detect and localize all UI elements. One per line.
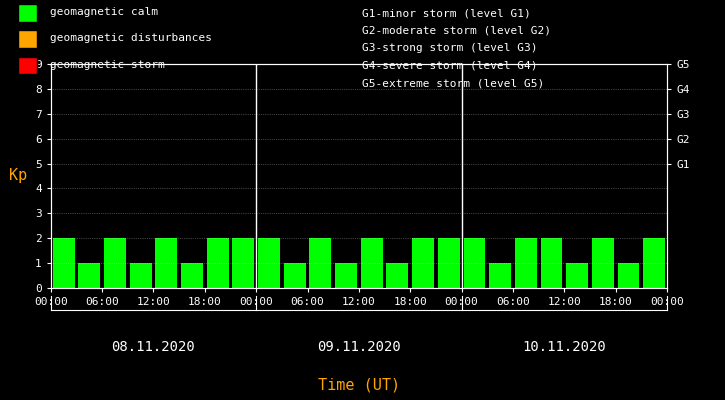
Bar bbox=[515, 238, 536, 288]
Bar bbox=[618, 263, 639, 288]
Text: 10.11.2020: 10.11.2020 bbox=[523, 340, 606, 354]
Bar bbox=[335, 263, 357, 288]
Bar bbox=[386, 263, 408, 288]
Text: G1-minor storm (level G1): G1-minor storm (level G1) bbox=[362, 8, 531, 18]
Text: 09.11.2020: 09.11.2020 bbox=[317, 340, 401, 354]
Bar bbox=[130, 263, 152, 288]
Bar bbox=[181, 263, 203, 288]
Text: G4-severe storm (level G4): G4-severe storm (level G4) bbox=[362, 61, 538, 71]
Bar bbox=[207, 238, 228, 288]
Text: 08.11.2020: 08.11.2020 bbox=[112, 340, 195, 354]
Bar bbox=[283, 263, 306, 288]
Bar bbox=[104, 238, 126, 288]
Bar bbox=[78, 263, 100, 288]
Bar bbox=[233, 238, 254, 288]
Bar bbox=[438, 238, 460, 288]
Text: geomagnetic disturbances: geomagnetic disturbances bbox=[50, 33, 212, 43]
FancyBboxPatch shape bbox=[17, 57, 38, 74]
Text: G3-strong storm (level G3): G3-strong storm (level G3) bbox=[362, 43, 538, 53]
Bar bbox=[592, 238, 614, 288]
Text: geomagnetic storm: geomagnetic storm bbox=[50, 60, 165, 70]
Bar bbox=[361, 238, 383, 288]
Text: G2-moderate storm (level G2): G2-moderate storm (level G2) bbox=[362, 26, 552, 36]
Text: G5-extreme storm (level G5): G5-extreme storm (level G5) bbox=[362, 78, 544, 88]
Bar bbox=[53, 238, 75, 288]
Bar bbox=[412, 238, 434, 288]
Bar bbox=[643, 238, 665, 288]
FancyBboxPatch shape bbox=[17, 30, 38, 48]
Bar bbox=[541, 238, 563, 288]
Bar bbox=[258, 238, 280, 288]
Bar bbox=[463, 238, 485, 288]
Bar bbox=[155, 238, 177, 288]
Text: geomagnetic calm: geomagnetic calm bbox=[50, 7, 158, 17]
Bar bbox=[566, 263, 588, 288]
FancyBboxPatch shape bbox=[17, 4, 38, 22]
Y-axis label: Kp: Kp bbox=[9, 168, 28, 184]
Bar bbox=[489, 263, 511, 288]
Bar bbox=[310, 238, 331, 288]
Text: Time (UT): Time (UT) bbox=[318, 377, 400, 392]
